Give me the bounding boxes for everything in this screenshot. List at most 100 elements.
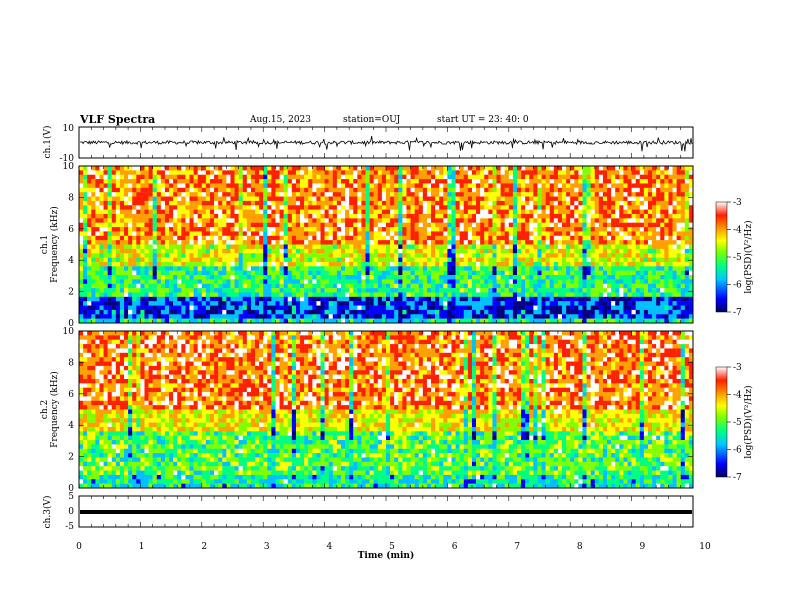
spectrogram-cell <box>316 270 321 276</box>
spectrogram-cell <box>365 213 370 219</box>
spectrogram-cell <box>574 283 579 289</box>
spectrogram-cell <box>533 314 538 319</box>
spectrogram-cell <box>508 218 514 223</box>
spectrogram-cell <box>193 292 198 298</box>
spectrogram-cell <box>545 200 550 206</box>
spectrogram-cell <box>598 240 604 245</box>
spectrogram-cell <box>230 170 235 175</box>
spectrogram-cell <box>512 235 518 241</box>
spectrogram-cell <box>275 309 280 315</box>
spectrogram-cell <box>250 213 256 219</box>
spectrogram-cell <box>222 270 227 276</box>
spectrogram-cell <box>435 200 440 206</box>
spectrogram-cell <box>488 301 493 306</box>
spectrogram-cell <box>500 222 505 228</box>
spectrogram-cell <box>128 196 133 202</box>
spectrogram-cell <box>435 283 440 289</box>
spectrogram-cell <box>132 192 137 197</box>
spectrogram-cell <box>398 305 403 311</box>
spectrogram-cell <box>189 183 194 188</box>
spectrogram-cell <box>115 218 121 223</box>
spectrogram-cell <box>402 296 407 302</box>
spectrogram-cell <box>324 283 329 289</box>
spectrogram-cell <box>377 301 383 306</box>
spectrogram-cell <box>455 257 460 263</box>
spectrogram-cell <box>91 227 96 232</box>
spectrogram-cell <box>476 248 481 254</box>
spectrogram-cell <box>279 292 284 298</box>
spectrogram-cell <box>185 279 190 284</box>
spectrogram-cell <box>439 200 444 206</box>
spectrogram-cell <box>328 279 333 284</box>
spectrogram-cell <box>410 261 415 267</box>
spectrogram-cell <box>336 183 342 188</box>
spectrogram-cell <box>332 235 338 241</box>
spectrogram-cell <box>185 296 190 302</box>
spectrogram-cell <box>124 200 129 206</box>
spectrogram-cell <box>340 235 346 241</box>
spectrogram-cell <box>234 261 239 267</box>
spectrogram-cell <box>635 253 640 258</box>
spectrogram-cell <box>193 213 198 219</box>
spectrogram-cell <box>336 244 342 250</box>
spectrogram-cell <box>91 174 96 180</box>
spectrogram-cell <box>99 218 104 223</box>
spectrogram-cell <box>87 235 92 241</box>
spectrogram-cell <box>349 240 354 245</box>
spectrogram-cell <box>193 192 198 197</box>
spectrogram-cell <box>328 288 333 293</box>
spectrogram-cell <box>607 292 612 298</box>
spectrogram-cell <box>234 235 239 241</box>
spectrogram-cell <box>602 192 608 197</box>
spectrogram-cell <box>152 170 157 175</box>
spectrogram-cell <box>353 309 358 315</box>
spectrogram-cell <box>414 187 419 193</box>
spectrogram-cell <box>504 261 509 267</box>
spectrogram-cell <box>471 283 477 289</box>
spectrogram-cell <box>500 266 505 271</box>
spectrogram-cell <box>471 244 477 250</box>
spectrogram-cell <box>119 218 125 223</box>
spectrogram-cell <box>570 183 575 188</box>
spectrogram-cell <box>267 209 272 215</box>
spectrogram-cell <box>553 227 559 232</box>
spectrogram-cell <box>152 196 157 202</box>
spectrogram-cell <box>410 279 415 284</box>
spectrogram-cell <box>95 296 100 302</box>
spectrogram-cell <box>295 292 301 298</box>
spectrogram-cell <box>598 288 604 293</box>
spectrogram-cell <box>455 196 460 202</box>
spectrogram-cell <box>365 231 370 236</box>
spectrogram-cell <box>128 166 133 171</box>
spectrogram-cell <box>426 305 432 311</box>
spectrogram-cell <box>410 292 415 298</box>
spectrogram-cell <box>177 205 182 210</box>
spectrogram-cell <box>398 179 403 184</box>
spectrogram-cell <box>361 240 366 245</box>
spectrogram-cell <box>304 257 309 263</box>
spectrogram-cell <box>177 209 182 215</box>
spectrogram-cell <box>218 209 223 215</box>
spectrogram-cell <box>643 248 649 254</box>
spectrogram-cell <box>443 292 448 298</box>
spectrogram-cell <box>525 257 530 263</box>
spectrogram-cell <box>488 257 493 263</box>
spectrogram-cell <box>291 213 297 219</box>
spectrogram-cell <box>451 309 456 315</box>
spectrogram-cell <box>316 296 321 302</box>
spectrogram-cell <box>132 183 137 188</box>
spectrogram-cell <box>582 231 587 236</box>
spectrogram-cell <box>590 270 595 276</box>
spectrogram-cell <box>402 292 407 298</box>
spectrogram-cell <box>570 318 575 324</box>
spectrogram-cell <box>205 218 211 223</box>
spectrogram-cell <box>164 209 170 215</box>
spectrogram-cell <box>119 205 125 210</box>
spectrogram-cell <box>377 235 383 241</box>
spectrogram-cell <box>181 248 186 254</box>
spectrogram-cell <box>512 213 518 219</box>
spectrogram-cell <box>218 205 223 210</box>
spectrogram-cell <box>500 318 505 324</box>
spectrogram-cell <box>447 248 452 254</box>
spectrogram-cell <box>304 222 309 228</box>
